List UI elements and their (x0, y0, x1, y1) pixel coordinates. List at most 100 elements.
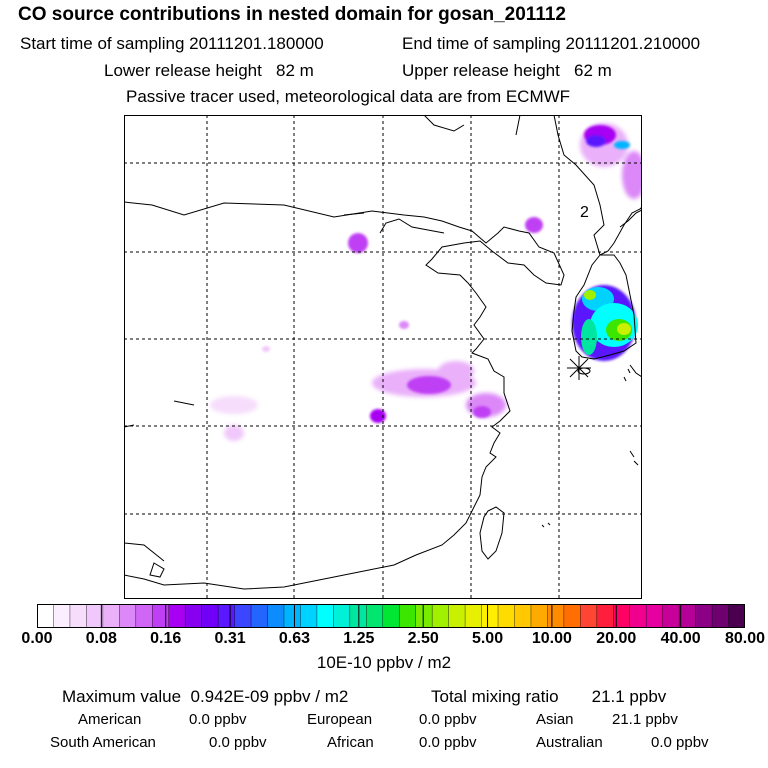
colorbar-tick-label: 0.08 (85, 630, 117, 647)
map-frame (124, 115, 642, 599)
colorbar-swatch (201, 604, 219, 628)
colorbar-tick-label: 2.50 (407, 630, 439, 647)
tracer-note: Passive tracer used, meteorological data… (126, 87, 571, 106)
colorbar-swatch (580, 604, 598, 628)
max-value: Maximum value 0.942E-09 ppbv / m2 (62, 687, 348, 707)
colorbar-swatch (283, 604, 302, 628)
lower-release-height: Lower release height 82 m (104, 61, 314, 81)
colorbar-swatch (662, 604, 680, 628)
colorbar-tick-label: 40.00 (660, 630, 701, 647)
south-american-label: South American (50, 734, 156, 751)
colorbar-swatch (382, 604, 400, 628)
concentration-plumes (210, 123, 642, 441)
upper-release-height: Upper release height 62 m (402, 61, 612, 81)
colorbar-swatch (563, 604, 581, 628)
colorbar-swatch (465, 604, 483, 628)
plume-inland-light-2 (438, 361, 474, 381)
total-number: 21.1 ppbv (591, 687, 667, 706)
colorbar-tick-label: 0.31 (214, 630, 246, 647)
upper-value: 62 m (574, 61, 612, 80)
european-value: 0.0 ppbv (419, 711, 477, 728)
plume-inland-core (407, 376, 451, 394)
coastline-japan (619, 209, 642, 378)
colorbar-swatch (119, 604, 137, 628)
colorbar-swatch (53, 604, 71, 628)
border-west (124, 400, 195, 562)
colorbar-swatch (300, 604, 318, 628)
receptor-star-icon (567, 356, 591, 380)
plume-east-light (622, 151, 642, 199)
border-north (343, 115, 605, 256)
plume-ne-blue (586, 135, 606, 147)
plume-misc-1 (399, 321, 409, 329)
upper-label: Upper release height (402, 61, 560, 80)
map-label-2: 2 (580, 204, 589, 221)
plume-misc-2 (262, 346, 270, 352)
coastline-mainland (124, 201, 565, 590)
colorbar-swatch (316, 604, 334, 628)
lower-value: 82 m (276, 61, 314, 80)
island-hainan (149, 562, 165, 578)
colorbar-swatch (86, 604, 104, 628)
colorbar-swatch (366, 604, 384, 628)
colorbar-swatch (481, 604, 499, 628)
colorbar-tick-label: 0.00 (21, 630, 53, 647)
colorbar-swatch (679, 604, 697, 628)
colorbar-swatch (399, 604, 417, 628)
colorbar-tick-label: 5.00 (471, 630, 504, 647)
colorbar-swatch (415, 604, 433, 628)
australian-label: Australian (536, 734, 603, 751)
graticule (124, 115, 642, 599)
asian-label: Asian (536, 711, 574, 728)
end-label: End time of sampling (402, 34, 561, 53)
colorbar-swatch (498, 604, 516, 628)
colorbar-swatch (695, 604, 713, 628)
colorbar-tick-label: 0.16 (150, 630, 182, 647)
colorbar-swatch (152, 604, 170, 628)
australian-value: 0.0 ppbv (651, 734, 709, 751)
colorbar-swatch (69, 604, 87, 628)
colorbar-swatch (234, 604, 252, 628)
end-value: 20111201.210000 (565, 34, 701, 53)
colorbar (37, 604, 745, 628)
plume-ne-teal (614, 141, 630, 149)
colorbar-swatch (185, 604, 203, 628)
plume-korea-core (581, 287, 638, 355)
coastline-ryukyu (541, 368, 639, 528)
colorbar-swatch (102, 604, 120, 628)
plot-title: CO source contributions in nested domain… (18, 4, 566, 25)
max-number: 0.942E-09 ppbv / m2 (190, 687, 349, 706)
colorbar-swatch (728, 604, 745, 628)
american-value: 0.0 ppbv (189, 711, 247, 728)
colorbar-tick-label: 20.00 (596, 630, 637, 647)
asian-value: 21.1 ppbv (612, 711, 678, 728)
start-time: Start time of sampling 20111201.180000 (20, 34, 324, 54)
south-american-value: 0.0 ppbv (209, 734, 267, 751)
colorbar-units: 10E-10 ppbv / m2 (316, 653, 452, 672)
max-label: Maximum value (62, 687, 182, 706)
coastline-korea (571, 206, 642, 360)
plume-northeast (525, 217, 543, 233)
total-label: Total mixing ratio (431, 687, 559, 706)
american-label: American (78, 711, 142, 728)
map-panel: 2 (124, 115, 642, 599)
colorbar-tick-label: 10.00 (531, 630, 572, 647)
colorbar-swatch (629, 604, 647, 628)
colorbar-swatch (712, 604, 730, 628)
african-value: 0.0 ppbv (419, 734, 477, 751)
colorbar-frame (37, 604, 745, 628)
colorbar-tick-label: 1.25 (343, 630, 375, 647)
end-time: End time of sampling 20111201.210000 (402, 34, 700, 54)
colorbar-swatch (432, 604, 450, 628)
colorbar-swatch (596, 604, 614, 628)
coastline-taiwan (479, 506, 505, 560)
colorbar-swatch (613, 604, 631, 628)
plume-lower (210, 396, 258, 414)
plume-lake (370, 409, 386, 423)
african-label: African (327, 734, 374, 751)
total-mixing-ratio: Total mixing ratio 21.1 ppbv (431, 687, 666, 707)
colorbar-swatch (37, 604, 55, 628)
colorbar-swatch (448, 604, 466, 628)
colorbar-swatch (530, 604, 549, 628)
european-label: European (307, 711, 373, 728)
